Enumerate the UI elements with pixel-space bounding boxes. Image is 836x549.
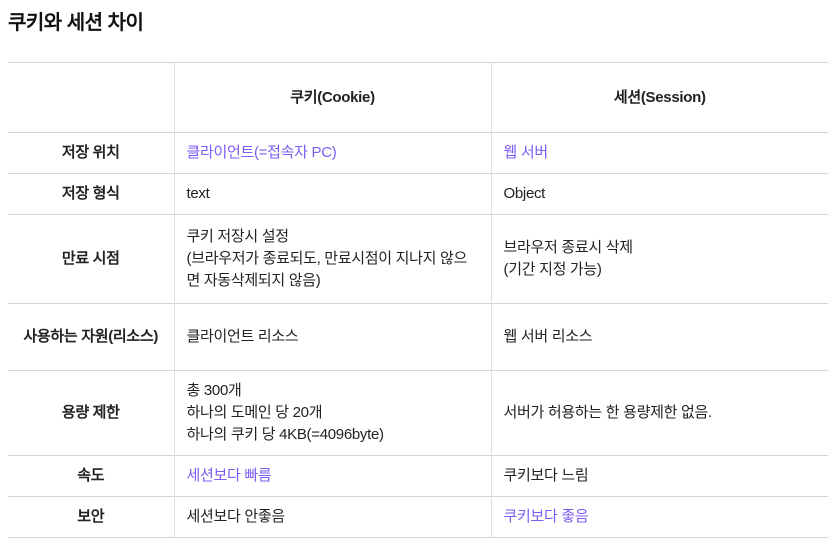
header-cookie: 쿠키(Cookie) bbox=[173, 62, 491, 133]
cookie-cell: 클라이언트(=접속자 PC) bbox=[173, 132, 491, 174]
cookie-session-compare-table: 쿠키(Cookie) 세션(Session) 저장 위치 클라이언트(=접속자 … bbox=[8, 62, 828, 538]
header-empty-cell bbox=[8, 63, 174, 133]
table-row-speed: 속도 세션보다 빠름 쿠키보다 느림 bbox=[8, 455, 828, 497]
row-label: 용량 제한 bbox=[61, 404, 120, 421]
row-label: 보안 bbox=[77, 508, 105, 525]
article-body: 쿠키와 세션 차이 쿠키(Cookie) 세션(Session) 저장 위치 클… bbox=[8, 12, 828, 538]
table-row-storage-format: 저장 형식 text Object bbox=[8, 173, 828, 215]
row-label: 만료 시점 bbox=[61, 250, 120, 267]
page-title: 쿠키와 세션 차이 bbox=[8, 12, 144, 34]
row-label: 사용하는 자원(리소스) bbox=[23, 328, 159, 345]
session-cell: 웹 서버 리소스 bbox=[490, 303, 828, 371]
session-cell: Object bbox=[490, 173, 828, 215]
table-row-security: 보안 세션보다 안좋음 쿠키보다 좋음 bbox=[8, 496, 828, 538]
cookie-cell: 쿠키 저장시 설정 (브라우저가 종료되도, 만료시점이 지나지 않으면 자동삭… bbox=[173, 214, 491, 304]
cookie-cell: 세션보다 빠름 bbox=[173, 455, 491, 497]
table-row-expiry: 만료 시점 쿠키 저장시 설정 (브라우저가 종료되도, 만료시점이 지나지 않… bbox=[8, 214, 828, 304]
header-session: 세션(Session) bbox=[490, 62, 828, 133]
cookie-cell: 총 300개 하나의 도메인 당 20개 하나의 쿠키 당 4KB(=4096b… bbox=[173, 370, 491, 456]
table-header-row: 쿠키(Cookie) 세션(Session) bbox=[8, 62, 828, 133]
cookie-cell: 클라이언트 리소스 bbox=[173, 303, 491, 371]
table-row-capacity-limit: 용량 제한 총 300개 하나의 도메인 당 20개 하나의 쿠키 당 4KB(… bbox=[8, 370, 828, 456]
cookie-cell: text bbox=[173, 173, 491, 215]
row-label: 속도 bbox=[77, 467, 105, 484]
session-cell: 쿠키보다 느림 bbox=[490, 455, 828, 497]
row-label: 저장 위치 bbox=[61, 144, 120, 161]
cookie-cell: 세션보다 안좋음 bbox=[173, 496, 491, 538]
session-cell: 웹 서버 bbox=[490, 132, 828, 174]
session-cell: 브라우저 종료시 삭제 (기간 지정 가능) bbox=[490, 214, 828, 304]
table-row-storage-location: 저장 위치 클라이언트(=접속자 PC) 웹 서버 bbox=[8, 132, 828, 174]
row-label: 저장 형식 bbox=[61, 185, 120, 202]
session-cell: 쿠키보다 좋음 bbox=[490, 496, 828, 538]
session-cell: 서버가 허용하는 한 용량제한 없음. bbox=[490, 370, 828, 456]
table-row-resources: 사용하는 자원(리소스) 클라이언트 리소스 웹 서버 리소스 bbox=[8, 303, 828, 371]
